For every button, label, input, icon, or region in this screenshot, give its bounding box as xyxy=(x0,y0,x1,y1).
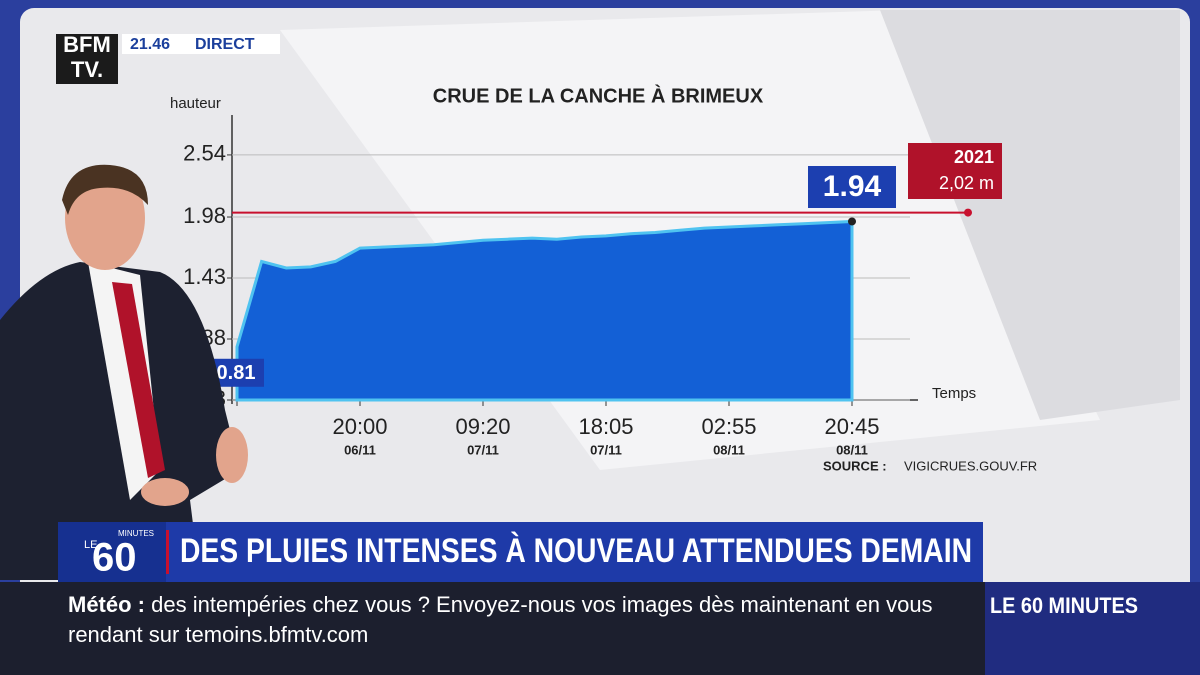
source: VIGICRUES.GOUV.FR xyxy=(904,458,1037,473)
live-label: DIRECT xyxy=(195,36,255,53)
end-point xyxy=(848,217,856,226)
x-axis-label: Temps xyxy=(932,385,976,402)
bg-shape xyxy=(880,10,1180,420)
clock: 21.46 xyxy=(130,36,170,53)
x-tick-label: 20:45 xyxy=(824,414,879,439)
headline-bg xyxy=(58,522,983,582)
ticker: Météo : des intempéries chez vous ? Envo… xyxy=(68,590,968,650)
value-label: 0.81 xyxy=(217,362,256,384)
x-tick-date: 07/11 xyxy=(467,442,499,457)
program: LE 60 MINUTES xyxy=(990,593,1138,618)
divider xyxy=(166,530,169,574)
badge: LE xyxy=(84,539,97,551)
y-tick-label: 1.98 xyxy=(183,203,226,228)
ticker-label: Météo : xyxy=(68,592,145,617)
x-tick-date: 08/11 xyxy=(836,442,868,457)
ticker-text: des intempéries chez vous ? Envoyez-nous… xyxy=(68,592,933,647)
x-tick-label: 02:55 xyxy=(701,414,756,439)
program-bg xyxy=(985,582,1200,675)
area xyxy=(235,219,854,402)
presenter xyxy=(0,164,248,580)
badge: 60 xyxy=(92,536,137,580)
logo: BFM xyxy=(63,32,111,57)
source-prefix: SOURCE : xyxy=(823,458,887,473)
x-tick-date: 06/11 xyxy=(344,442,376,457)
live-bg xyxy=(122,34,280,54)
y-tick-label: 1.43 xyxy=(183,264,226,289)
chart-title: CRUE DE LA CANCHE À BRIMEUX xyxy=(433,84,764,107)
reference-label: 2021 xyxy=(954,147,994,167)
logo: TV. xyxy=(71,57,103,82)
x-tick-label: 20:00 xyxy=(332,414,387,439)
plot: 0.330.881.431.982.5420:0006/1109:2007/11… xyxy=(183,115,1037,473)
ticker-bg xyxy=(0,582,985,675)
reference-value-label: 2,02 m xyxy=(939,173,994,193)
reference-point xyxy=(964,208,972,217)
y-axis-label: hauteur xyxy=(170,95,221,112)
logo-bg xyxy=(56,34,118,84)
value-label-bg xyxy=(808,166,896,208)
reference-label-bg xyxy=(908,143,1002,199)
headline: DES PLUIES INTENSES À NOUVEAU ATTENDUES … xyxy=(180,532,972,570)
x-tick-label: 18:05 xyxy=(578,414,633,439)
badge: MINUTES xyxy=(118,529,154,538)
badge-bg xyxy=(58,522,166,582)
x-tick-label: 09:20 xyxy=(455,414,510,439)
value-label: 1.94 xyxy=(823,170,882,203)
y-tick-label: 2.54 xyxy=(183,141,226,166)
x-tick-date: 08/11 xyxy=(713,442,745,457)
x-tick-date: 07/11 xyxy=(590,442,622,457)
